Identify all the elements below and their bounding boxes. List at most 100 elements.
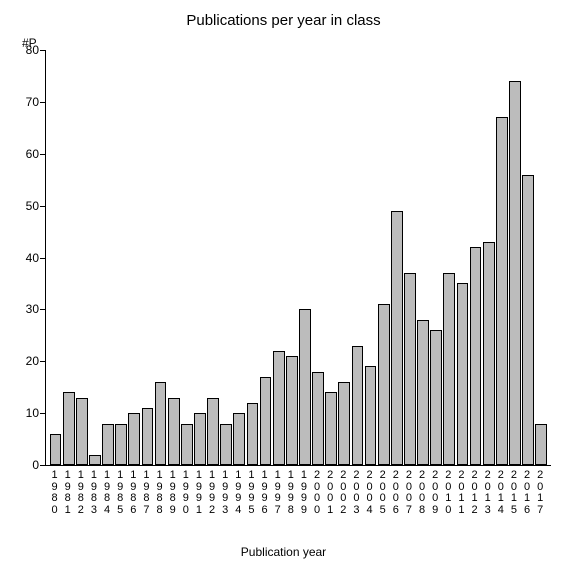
bar-slot: [207, 50, 220, 465]
x-tick-label: 1984: [103, 470, 111, 516]
x-label-slot: 2017: [534, 470, 547, 516]
y-tick-label: 60: [15, 147, 39, 161]
x-label-slot: 1986: [127, 470, 140, 516]
bar: [194, 413, 206, 465]
bar-slot: [390, 50, 403, 465]
bar: [260, 377, 272, 465]
bar: [496, 117, 508, 465]
bar: [220, 424, 232, 466]
y-tick-label: 0: [15, 458, 39, 472]
x-tick-label: 2002: [339, 470, 347, 516]
x-label-slot: 2013: [481, 470, 494, 516]
bar: [168, 398, 180, 465]
bar-slot: [141, 50, 154, 465]
x-label-slot: 2002: [337, 470, 350, 516]
x-tick-label: 2006: [392, 470, 400, 516]
x-labels-group: 1980198119821983198419851986198719881989…: [45, 470, 550, 516]
bar: [470, 247, 482, 465]
bar-slot: [535, 50, 548, 465]
x-tick-label: 2016: [523, 470, 531, 516]
bar-slot: [443, 50, 456, 465]
bar: [483, 242, 495, 465]
bar-slot: [469, 50, 482, 465]
bar-slot: [456, 50, 469, 465]
bar-slot: [351, 50, 364, 465]
bar: [115, 424, 127, 466]
bar: [509, 81, 521, 465]
x-label-slot: 2008: [416, 470, 429, 516]
y-tick-label: 40: [15, 251, 39, 265]
bar: [522, 175, 534, 466]
y-tick-label: 80: [15, 43, 39, 57]
x-label-slot: 2011: [455, 470, 468, 516]
x-label-slot: 1981: [61, 470, 74, 516]
bars-group: [46, 50, 551, 465]
y-tick-label: 30: [15, 302, 39, 316]
bar-slot: [417, 50, 430, 465]
x-tick-label: 1982: [77, 470, 85, 516]
bar: [430, 330, 442, 465]
bar: [312, 372, 324, 465]
x-label-slot: 1995: [245, 470, 258, 516]
x-tick-label: 1992: [208, 470, 216, 516]
bar-slot: [49, 50, 62, 465]
bar-slot: [285, 50, 298, 465]
x-label-slot: 1996: [258, 470, 271, 516]
x-label-slot: 2001: [324, 470, 337, 516]
bar-slot: [430, 50, 443, 465]
x-tick-label: 2013: [484, 470, 492, 516]
x-label-slot: 2016: [521, 470, 534, 516]
x-label-slot: 1982: [74, 470, 87, 516]
x-tick-label: 1987: [142, 470, 150, 516]
x-tick-label: 2000: [313, 470, 321, 516]
bar-slot: [272, 50, 285, 465]
x-tick-label: 2015: [510, 470, 518, 516]
bar: [181, 424, 193, 466]
x-label-slot: 1984: [101, 470, 114, 516]
x-label-slot: 2007: [402, 470, 415, 516]
x-tick-label: 1994: [234, 470, 242, 516]
x-label-slot: 1997: [271, 470, 284, 516]
x-label-slot: 1990: [179, 470, 192, 516]
y-tick-label: 50: [15, 199, 39, 213]
y-tick-label: 20: [15, 354, 39, 368]
x-label-slot: 1999: [297, 470, 310, 516]
x-label-slot: 1998: [284, 470, 297, 516]
bar: [76, 398, 88, 465]
bar-slot: [180, 50, 193, 465]
x-label-slot: 2003: [350, 470, 363, 516]
x-tick-label: 1985: [116, 470, 124, 516]
bar: [207, 398, 219, 465]
bar-slot: [403, 50, 416, 465]
publications-chart: Publications per year in class #P 010203…: [0, 0, 567, 567]
x-label-slot: 2015: [507, 470, 520, 516]
x-tick-label: 1996: [261, 470, 269, 516]
x-label-slot: 2006: [389, 470, 402, 516]
x-tick-label: 1988: [156, 470, 164, 516]
bar-slot: [522, 50, 535, 465]
x-tick-label: 1991: [195, 470, 203, 516]
bar: [299, 309, 311, 465]
x-tick-label: 1999: [300, 470, 308, 516]
bar-slot: [62, 50, 75, 465]
x-axis-label: Publication year: [0, 545, 567, 559]
x-tick-label: 2007: [405, 470, 413, 516]
bar: [155, 382, 167, 465]
bar-slot: [364, 50, 377, 465]
x-tick-label: 2014: [497, 470, 505, 516]
bar-slot: [102, 50, 115, 465]
bar-slot: [128, 50, 141, 465]
bar: [417, 320, 429, 465]
bar-slot: [325, 50, 338, 465]
bar-slot: [495, 50, 508, 465]
x-tick-label: 1995: [247, 470, 255, 516]
x-tick-label: 1990: [182, 470, 190, 516]
bar: [443, 273, 455, 465]
x-label-slot: 1989: [166, 470, 179, 516]
x-label-slot: 1993: [219, 470, 232, 516]
x-tick-label: 2003: [352, 470, 360, 516]
x-label-slot: 2004: [363, 470, 376, 516]
bar: [89, 455, 101, 465]
bar: [273, 351, 285, 465]
bar: [128, 413, 140, 465]
